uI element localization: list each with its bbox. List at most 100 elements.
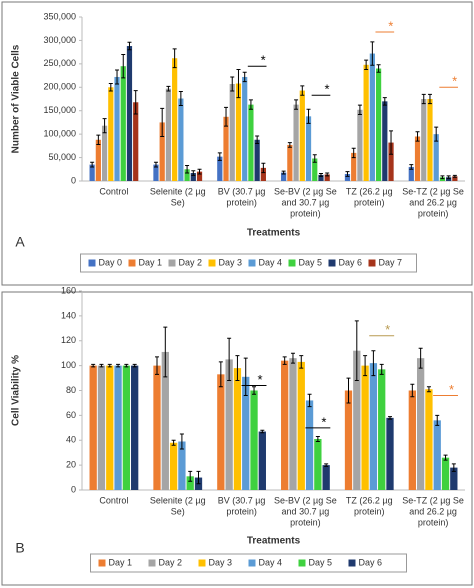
- legend-label: Day 0: [99, 257, 123, 267]
- bar: [254, 139, 260, 181]
- error-bar: [345, 171, 350, 177]
- x-tick-label: Selenite (2 µg: [150, 495, 206, 505]
- bar: [369, 53, 375, 182]
- error-bar: [387, 416, 392, 420]
- y-tick-label: 250,000: [43, 58, 76, 68]
- error-bar: [287, 142, 292, 148]
- y-tick-label: 120: [61, 335, 76, 345]
- error-bar: [243, 357, 248, 396]
- y-tick-label: 50,000: [48, 152, 76, 162]
- error-bar: [155, 356, 160, 375]
- error-bar: [91, 363, 96, 368]
- x-tick-label: Se): [171, 506, 185, 516]
- bar: [322, 465, 330, 490]
- bar: [114, 365, 122, 490]
- bar: [450, 467, 458, 490]
- error-bar: [260, 429, 265, 434]
- error-bar: [127, 41, 132, 51]
- y-tick-label: 150,000: [43, 105, 76, 115]
- y-tick-label: 80: [66, 385, 76, 395]
- bar: [258, 431, 266, 490]
- bar: [153, 365, 161, 490]
- bar: [106, 365, 114, 490]
- x-tick-label: Se): [171, 197, 185, 207]
- panel-frame: [1, 1, 473, 286]
- annotation: *: [261, 53, 266, 68]
- bar: [388, 142, 394, 181]
- bar: [242, 76, 248, 181]
- bar: [97, 365, 106, 490]
- bar: [353, 350, 361, 490]
- error-bar: [116, 363, 121, 368]
- y-tick-label: 100: [61, 360, 76, 370]
- error-bar: [426, 386, 431, 393]
- y-axis-title: Number of Viable Cells: [11, 44, 22, 153]
- x-tick-label: Se-TZ (2 µg Se: [402, 186, 464, 196]
- error-bar: [242, 71, 247, 83]
- error-bar: [171, 439, 176, 446]
- bar: [89, 365, 97, 490]
- error-bar: [166, 85, 171, 92]
- bar: [287, 144, 293, 181]
- error-bar: [324, 463, 329, 467]
- legend-label: Day 5: [299, 257, 323, 267]
- error-bar: [452, 174, 457, 178]
- x-tick-label: and 30.7 µg: [282, 197, 330, 207]
- annotation: *: [452, 74, 457, 89]
- legend-swatch: [248, 559, 256, 567]
- bar: [95, 139, 101, 181]
- bar: [159, 122, 165, 181]
- x-tick-label: protein): [290, 208, 321, 218]
- x-tick-label: Selenite (2 µg: [150, 186, 206, 196]
- bar: [433, 134, 439, 181]
- x-tick-label: Control: [99, 495, 128, 505]
- error-bar: [346, 377, 351, 404]
- annotation: *: [324, 82, 329, 97]
- y-tick-label: 160: [61, 285, 76, 295]
- x-tick-label: and 30.7 µg: [282, 506, 330, 516]
- bar: [281, 172, 287, 181]
- error-bar: [160, 107, 165, 137]
- x-axis-title: Treatments: [247, 536, 301, 547]
- bar: [324, 174, 330, 181]
- bar: [361, 365, 369, 490]
- error-bar: [153, 161, 158, 168]
- x-tick-label: TZ (26.2 µg: [346, 495, 393, 505]
- legend-box: [80, 253, 417, 273]
- error-bar: [440, 175, 445, 180]
- legend-swatch: [298, 559, 306, 567]
- legend-box: [90, 553, 407, 573]
- bar: [289, 358, 297, 490]
- bar: [131, 365, 139, 490]
- error-bar: [261, 162, 266, 174]
- error-bar: [312, 154, 317, 163]
- legend-label: Day 5: [309, 557, 333, 567]
- error-bar: [315, 436, 320, 442]
- error-bar: [133, 90, 138, 115]
- bar: [421, 99, 427, 181]
- error-bar: [294, 99, 299, 110]
- x-axis-title: Treatments: [247, 228, 301, 239]
- error-bar: [415, 131, 420, 142]
- legend-label: Day 4: [259, 557, 283, 567]
- bar: [133, 102, 139, 181]
- legend-swatch: [198, 559, 206, 567]
- y-tick-label: 350,000: [43, 11, 76, 21]
- legend-label: Day 6: [359, 557, 383, 567]
- error-bar: [364, 59, 369, 70]
- bar: [441, 457, 450, 490]
- bar: [101, 125, 108, 181]
- y-tick-label: 200,000: [43, 82, 76, 92]
- bar: [120, 66, 126, 181]
- bar: [217, 374, 225, 490]
- x-tick-label: protein): [418, 517, 449, 527]
- legend-swatch: [348, 559, 356, 567]
- bar: [314, 439, 322, 490]
- x-tick-label: Se-TZ (2 µg Se: [402, 495, 464, 505]
- annotation: *: [321, 414, 326, 429]
- error-bar: [236, 68, 241, 99]
- bar: [305, 400, 314, 490]
- error-bar: [307, 393, 312, 408]
- error-bar: [172, 48, 177, 69]
- error-bar: [409, 164, 414, 170]
